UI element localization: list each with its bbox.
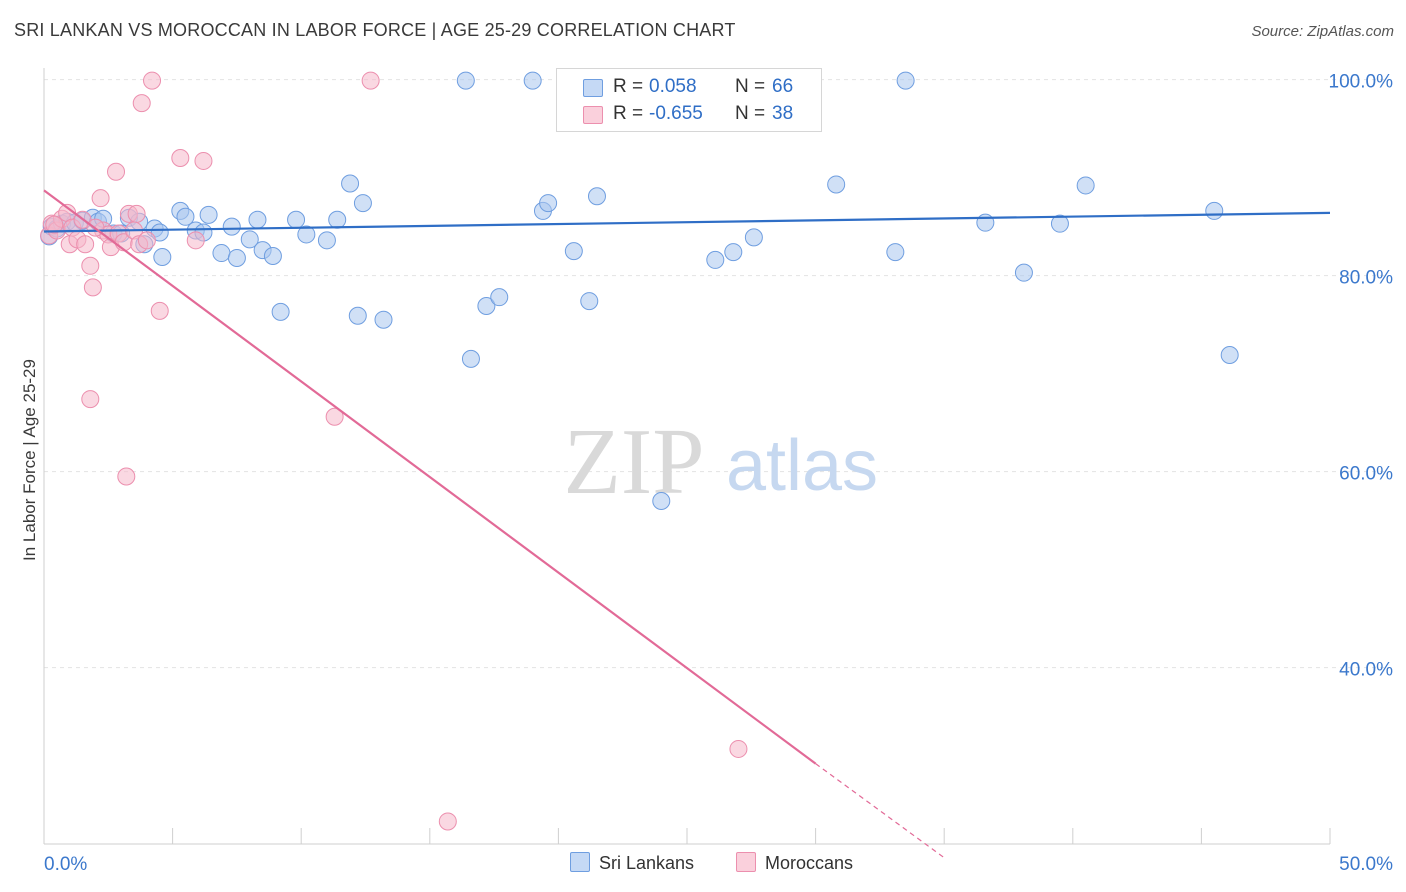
data-point bbox=[361, 71, 380, 90]
legend-label: Sri Lankans bbox=[599, 853, 695, 873]
data-point bbox=[348, 306, 367, 325]
data-point bbox=[438, 812, 457, 831]
y-tick-label: 60.0% bbox=[1339, 464, 1393, 485]
data-point bbox=[328, 210, 347, 229]
trend-line bbox=[43, 189, 817, 765]
source-label: Source: ZipAtlas.com bbox=[1251, 23, 1394, 40]
data-point bbox=[490, 288, 509, 307]
data-point bbox=[456, 71, 475, 90]
data-point bbox=[1076, 176, 1095, 195]
data-point bbox=[317, 231, 336, 250]
data-point bbox=[580, 292, 599, 311]
data-point bbox=[212, 244, 231, 263]
y-tick-label: 40.0% bbox=[1339, 660, 1393, 681]
x-tick-label: 0.0% bbox=[44, 854, 87, 875]
data-point bbox=[477, 296, 496, 315]
n-label: N = bbox=[735, 103, 766, 124]
data-point bbox=[297, 225, 316, 244]
data-point bbox=[724, 243, 743, 262]
data-point bbox=[107, 162, 126, 181]
data-point bbox=[827, 175, 846, 194]
data-point bbox=[1220, 345, 1239, 364]
stats-swatch-moroccans bbox=[583, 106, 603, 124]
data-point bbox=[706, 250, 725, 269]
x-tick-labels: 0.0% 50.0% bbox=[44, 854, 1393, 875]
data-point bbox=[132, 94, 151, 113]
data-point bbox=[150, 301, 169, 320]
data-point bbox=[744, 228, 763, 247]
legend-swatch-sri-lankans bbox=[570, 852, 590, 872]
data-point bbox=[83, 278, 102, 297]
r-value: 0.058 bbox=[649, 76, 697, 97]
trend-line bbox=[43, 211, 1331, 233]
data-point bbox=[248, 210, 267, 229]
data-point bbox=[263, 247, 282, 265]
correlation-stats-box: R = 0.058 N = 66 R = -0.655 N = 38 bbox=[556, 68, 822, 132]
r-label: R = bbox=[613, 76, 644, 97]
data-point bbox=[176, 207, 195, 226]
watermark: ZIP atlas bbox=[564, 410, 879, 514]
data-point bbox=[564, 242, 583, 261]
data-point bbox=[117, 467, 136, 486]
data-point bbox=[76, 235, 95, 254]
data-point bbox=[240, 230, 259, 249]
x-tick-label: 50.0% bbox=[1339, 854, 1393, 875]
gridlines bbox=[44, 79, 1390, 669]
data-point bbox=[137, 231, 156, 250]
series-sri-lankans bbox=[40, 71, 1239, 510]
n-value: 66 bbox=[772, 76, 794, 97]
legend-item-moroccans[interactable]: Moroccans bbox=[736, 852, 853, 874]
y-tick-label: 100.0% bbox=[1329, 72, 1394, 93]
chart-title: SRI LANKAN VS MOROCCAN IN LABOR FORCE | … bbox=[14, 20, 736, 40]
n-value: 38 bbox=[772, 103, 794, 124]
legend-label: Moroccans bbox=[765, 853, 854, 873]
data-point bbox=[461, 349, 480, 368]
data-point bbox=[1205, 201, 1224, 220]
data-point bbox=[1014, 263, 1033, 282]
stats-swatch-sri-lankans bbox=[583, 79, 603, 97]
watermark-atlas: atlas bbox=[726, 426, 878, 506]
r-label: R = bbox=[613, 103, 644, 124]
data-point bbox=[45, 215, 64, 234]
y-tick-label: 80.0% bbox=[1339, 268, 1393, 289]
data-point bbox=[194, 151, 213, 170]
data-point bbox=[523, 71, 542, 90]
data-point bbox=[271, 302, 290, 321]
y-tick-labels: 40.0% 60.0% 80.0% 100.0% bbox=[1329, 72, 1394, 681]
data-point bbox=[81, 390, 100, 409]
data-point bbox=[171, 149, 190, 167]
stats-row-sri-lankans: R = 0.058 N = 66 bbox=[557, 73, 821, 101]
data-point bbox=[539, 194, 558, 213]
data-point bbox=[222, 217, 241, 236]
data-point bbox=[199, 205, 218, 224]
data-point bbox=[652, 492, 671, 510]
y-axis-label: In Labor Force | Age 25-29 bbox=[20, 359, 39, 561]
watermark-zip: ZIP bbox=[564, 410, 705, 514]
legend-swatch-moroccans bbox=[736, 852, 756, 872]
data-point bbox=[325, 407, 344, 426]
data-point bbox=[374, 310, 393, 329]
data-point bbox=[143, 71, 162, 90]
data-point bbox=[1050, 214, 1069, 233]
data-point bbox=[729, 739, 748, 758]
legend-item-sri-lankans[interactable]: Sri Lankans bbox=[570, 852, 694, 874]
data-point bbox=[287, 210, 306, 229]
trend-lines bbox=[43, 189, 1331, 859]
axes bbox=[43, 68, 1331, 845]
n-label: N = bbox=[735, 76, 766, 97]
data-point bbox=[153, 247, 172, 266]
data-point bbox=[127, 204, 146, 223]
data-point bbox=[227, 248, 246, 267]
data-point bbox=[186, 231, 205, 250]
data-point bbox=[587, 187, 606, 206]
data-point bbox=[341, 174, 360, 193]
data-point bbox=[91, 189, 110, 208]
data-point bbox=[81, 256, 100, 275]
data-point bbox=[886, 243, 905, 262]
data-point bbox=[896, 71, 915, 90]
r-value: -0.655 bbox=[649, 103, 703, 124]
stats-row-moroccans: R = -0.655 N = 38 bbox=[557, 100, 821, 128]
data-point bbox=[353, 194, 372, 213]
